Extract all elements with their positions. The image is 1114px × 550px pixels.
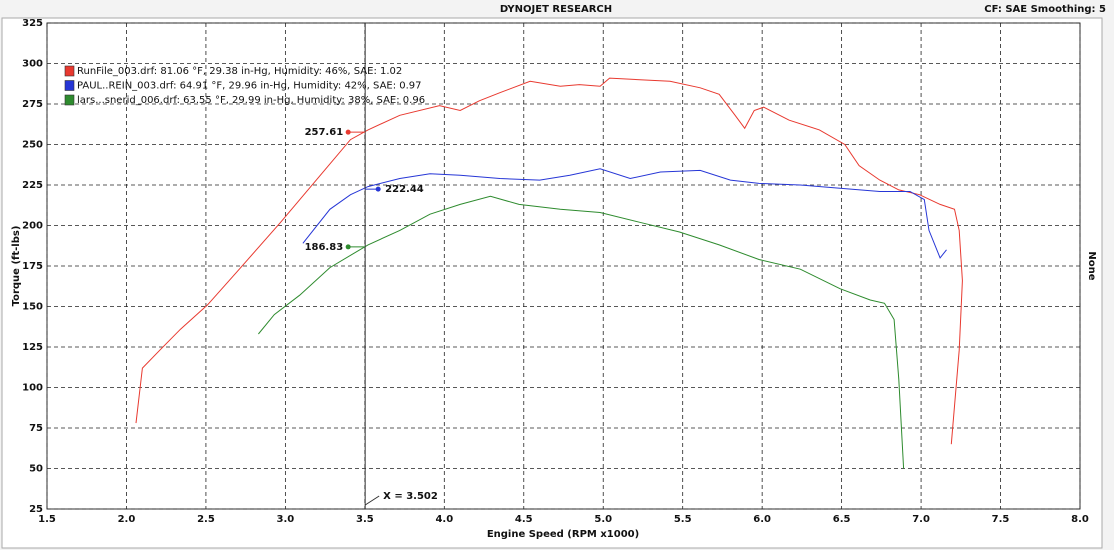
x-tick-label: 5.5 xyxy=(674,514,692,525)
chart-subtitle: CF: SAE Smoothing: 5 xyxy=(984,4,1106,15)
readout-label: 257.61 xyxy=(305,127,344,138)
y-tick-label: 125 xyxy=(22,342,43,353)
y-tick-label: 225 xyxy=(22,180,43,191)
x-tick-label: 2.0 xyxy=(118,514,136,525)
x-tick-label: 6.0 xyxy=(753,514,771,525)
series-line xyxy=(302,168,947,259)
y-tick-label: 300 xyxy=(22,59,43,70)
x-tick-label: 3.5 xyxy=(356,514,374,525)
y-tick-label: 150 xyxy=(22,302,43,313)
legend-label: lars...snerid_006.drf: 63.55 °F, 29.99 i… xyxy=(77,95,425,106)
side-label: None xyxy=(1086,251,1097,280)
x-tick-label: 4.5 xyxy=(515,514,533,525)
legend-swatch xyxy=(64,65,75,77)
x-tick-label: 8.0 xyxy=(1071,514,1089,525)
y-tick-label: 50 xyxy=(29,464,43,475)
x-axis-label: Engine Speed (RPM x1000) xyxy=(487,529,639,540)
readout-label: 222.44 xyxy=(385,184,424,195)
plot-area xyxy=(46,22,1081,510)
y-tick-label: 200 xyxy=(22,221,43,232)
y-tick-label: 100 xyxy=(22,383,43,394)
x-tick-label: 3.0 xyxy=(277,514,295,525)
y-tick-label: 75 xyxy=(29,423,43,434)
y-tick-label: 175 xyxy=(22,261,43,272)
chart-title: DYNOJET RESEARCH xyxy=(500,4,612,15)
legend-swatch xyxy=(64,94,75,106)
x-tick-label: 1.5 xyxy=(38,514,56,525)
x-tick-label: 6.5 xyxy=(833,514,851,525)
legend-label: PAUL..REIN_003.drf: 64.91 °F, 29.96 in-H… xyxy=(77,81,422,92)
cursor-pointer xyxy=(364,495,380,506)
readout-dot xyxy=(345,129,351,135)
legend-label: RunFile_003.drf: 81.06 °F, 29.38 in-Hg, … xyxy=(77,66,402,77)
x-tick-label: 5.0 xyxy=(594,514,612,525)
series-line xyxy=(258,195,905,469)
y-tick-label: 325 xyxy=(22,18,43,29)
y-tick-label: 250 xyxy=(22,140,43,151)
readout-label: 186.83 xyxy=(305,242,344,253)
legend-swatch xyxy=(64,80,75,91)
readout-dot xyxy=(345,244,351,250)
cursor-label: X = 3.502 xyxy=(383,491,438,502)
readout-dot xyxy=(375,186,381,192)
x-tick-label: 7.5 xyxy=(992,514,1010,525)
x-tick-label: 2.5 xyxy=(197,514,215,525)
x-tick-label: 4.0 xyxy=(435,514,453,525)
y-axis-label: Torque (ft-lbs) xyxy=(11,226,22,307)
y-tick-label: 25 xyxy=(29,504,43,515)
y-tick-label: 275 xyxy=(22,99,43,110)
x-tick-label: 7.0 xyxy=(912,514,930,525)
